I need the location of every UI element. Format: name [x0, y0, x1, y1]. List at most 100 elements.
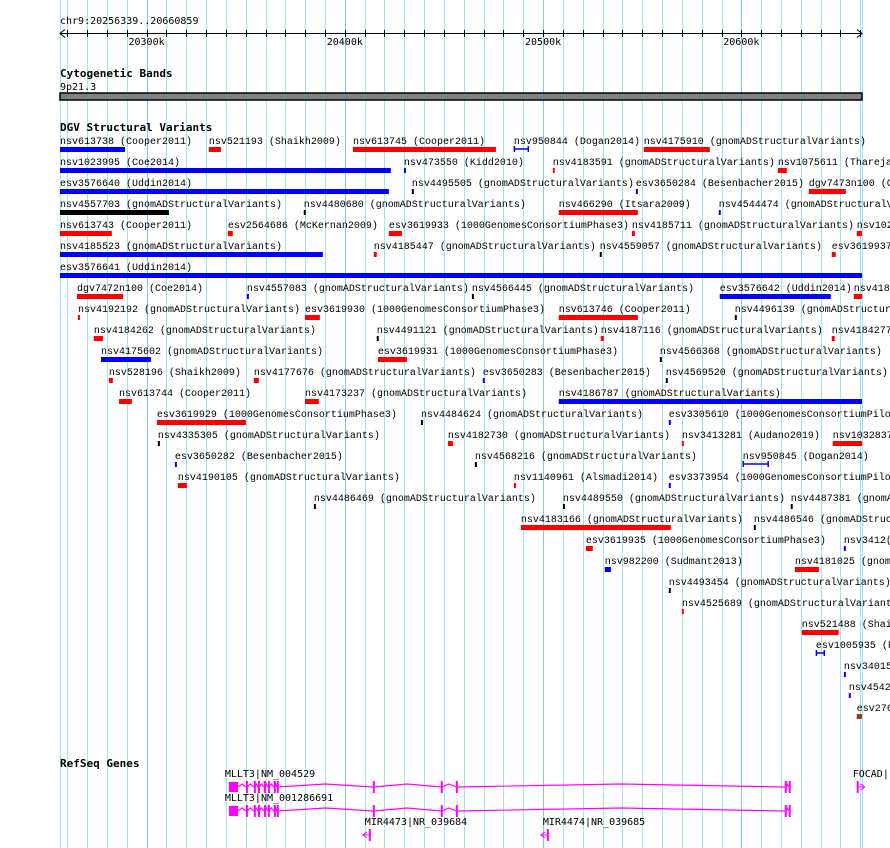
variant-feature[interactable] — [60, 189, 389, 194]
gene-exon[interactable] — [253, 805, 256, 817]
gene-exon[interactable] — [267, 781, 270, 793]
variant-feature[interactable] — [60, 273, 862, 278]
variant-feature[interactable] — [681, 609, 684, 614]
variant-feature[interactable] — [753, 525, 756, 530]
variant-feature[interactable] — [513, 483, 516, 488]
gene-exon[interactable] — [455, 781, 458, 793]
variant-feature[interactable] — [119, 399, 132, 404]
gene-exon[interactable] — [440, 781, 443, 793]
variant-feature[interactable] — [831, 336, 835, 341]
variant-feature[interactable] — [482, 378, 485, 383]
variant-feature[interactable] — [411, 189, 414, 194]
gene-exon[interactable] — [228, 782, 238, 792]
variant-feature[interactable] — [303, 210, 306, 215]
ruler-right-arrow-icon[interactable] — [856, 29, 863, 38]
variant-feature[interactable] — [843, 672, 846, 677]
gene-exon[interactable] — [245, 781, 248, 793]
variant-feature[interactable] — [719, 294, 831, 299]
gene-exon[interactable] — [253, 781, 256, 793]
gene-exon[interactable] — [267, 805, 270, 817]
variant-feature[interactable] — [631, 231, 635, 236]
variant-feature[interactable] — [447, 441, 453, 446]
variant-feature[interactable] — [832, 441, 862, 446]
gene-exon[interactable] — [368, 829, 371, 841]
variant-feature[interactable] — [856, 714, 862, 719]
variant-feature[interactable] — [643, 147, 710, 152]
variant-feature[interactable] — [681, 441, 684, 446]
variant-feature[interactable] — [562, 504, 565, 509]
variant-feature[interactable] — [403, 168, 406, 173]
variant-feature[interactable] — [352, 147, 496, 152]
variant-feature[interactable] — [60, 168, 391, 173]
variant-feature[interactable] — [156, 420, 246, 425]
gene-exon[interactable] — [856, 781, 859, 793]
variant-feature[interactable] — [742, 461, 769, 467]
gene-exon[interactable] — [372, 781, 375, 793]
variant-feature[interactable] — [388, 231, 402, 236]
gene-exon[interactable] — [788, 805, 791, 817]
variant-feature[interactable] — [665, 378, 668, 383]
variant-feature[interactable] — [471, 294, 474, 299]
variant-feature[interactable] — [843, 546, 846, 551]
variant-feature[interactable] — [808, 189, 846, 194]
variant-feature[interactable] — [93, 336, 103, 341]
variant-feature[interactable] — [177, 483, 187, 488]
variant-feature[interactable] — [208, 147, 221, 152]
gene-exon[interactable] — [784, 781, 787, 793]
variant-feature[interactable] — [794, 567, 819, 572]
variant-feature[interactable] — [60, 252, 323, 257]
variant-feature[interactable] — [313, 504, 316, 509]
gene-exon[interactable] — [273, 805, 276, 817]
variant-feature[interactable] — [552, 168, 555, 173]
gene-exon[interactable] — [546, 829, 549, 841]
gene-exon[interactable] — [788, 781, 791, 793]
variant-feature[interactable] — [801, 630, 839, 635]
variant-feature[interactable] — [174, 462, 177, 467]
variant-feature[interactable] — [604, 567, 611, 572]
variant-feature[interactable] — [376, 336, 379, 341]
gene-exon[interactable] — [276, 805, 279, 817]
gene-exon[interactable] — [257, 805, 260, 817]
variant-feature[interactable] — [777, 168, 787, 173]
variant-feature[interactable] — [600, 336, 604, 341]
variant-feature[interactable] — [848, 693, 851, 698]
variant-feature[interactable] — [668, 420, 671, 425]
variant-feature[interactable] — [659, 357, 662, 362]
variant-feature[interactable] — [668, 483, 671, 488]
gene-exon[interactable] — [228, 806, 238, 816]
ruler-left-arrow-icon[interactable] — [59, 29, 66, 38]
variant-feature[interactable] — [304, 315, 320, 320]
gene-exon[interactable] — [276, 781, 279, 793]
variant-feature[interactable] — [599, 252, 602, 257]
variant-feature[interactable] — [77, 315, 80, 320]
variant-feature[interactable] — [635, 189, 638, 194]
variant-feature[interactable] — [558, 399, 862, 404]
variant-feature[interactable] — [157, 441, 160, 446]
variant-feature[interactable] — [558, 210, 638, 215]
variant-feature[interactable] — [831, 252, 836, 257]
gene-exon[interactable] — [263, 805, 266, 817]
variant-feature[interactable] — [377, 357, 407, 362]
gene-exon[interactable] — [273, 781, 276, 793]
variant-feature[interactable] — [100, 357, 151, 362]
variant-feature[interactable] — [513, 146, 530, 152]
gene-exon[interactable] — [784, 805, 787, 817]
cytoband-9p21.3[interactable] — [59, 92, 863, 101]
gene-exon[interactable] — [257, 781, 260, 793]
variant-feature[interactable] — [304, 399, 319, 404]
gene-exon[interactable] — [440, 805, 443, 817]
variant-feature[interactable] — [60, 210, 169, 215]
variant-feature[interactable] — [76, 294, 123, 299]
variant-feature[interactable] — [853, 294, 862, 299]
variant-feature[interactable] — [815, 650, 826, 656]
variant-feature[interactable] — [253, 378, 259, 383]
variant-feature[interactable] — [734, 315, 737, 320]
variant-feature[interactable] — [373, 252, 377, 257]
gene-exon[interactable] — [263, 781, 266, 793]
variant-feature[interactable] — [856, 231, 862, 236]
variant-feature[interactable] — [60, 231, 112, 236]
variant-feature[interactable] — [420, 420, 423, 425]
variant-feature[interactable] — [585, 546, 593, 551]
variant-feature[interactable] — [520, 525, 671, 530]
